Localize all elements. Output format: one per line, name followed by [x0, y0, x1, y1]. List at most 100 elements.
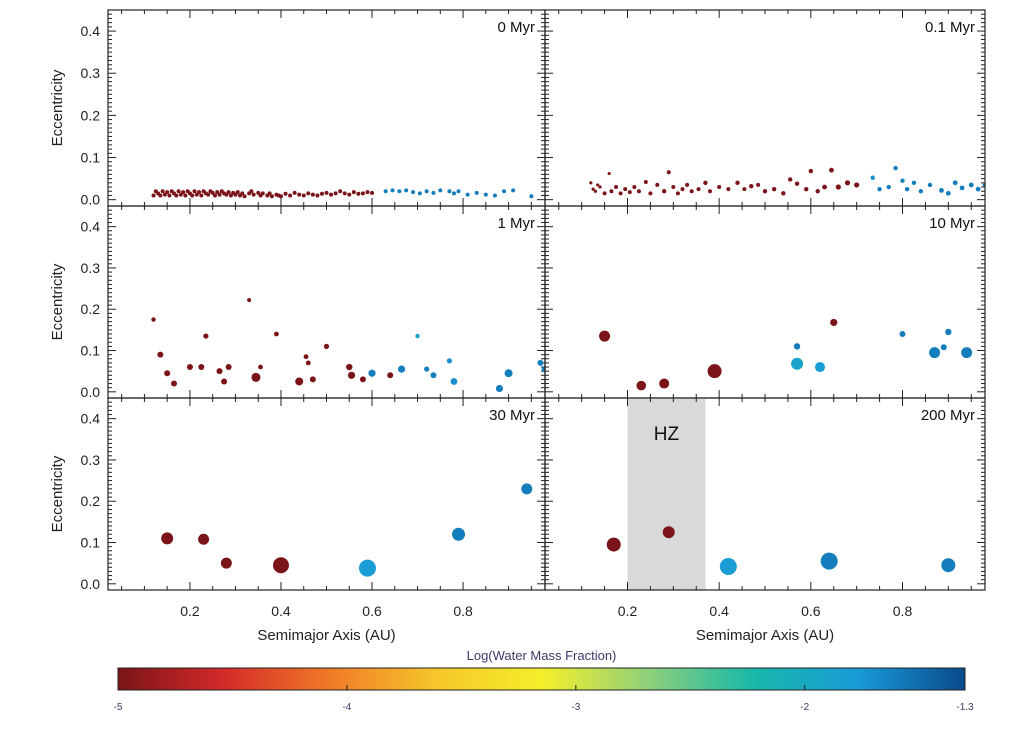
panels-layer: 0 Myr 0.0 0.1 0.2 0.3 0.4 Eccentricity 0.1 Myr 1…	[49, 9, 986, 644]
data-point	[596, 183, 600, 187]
data-point	[151, 317, 156, 322]
data-point	[269, 194, 274, 199]
data-point	[387, 372, 394, 379]
data-point	[301, 193, 306, 198]
y-axis-title: Eccentricity	[49, 455, 66, 532]
data-point	[398, 365, 406, 373]
panel-time-label: 30 Myr	[489, 407, 535, 424]
data-point	[452, 527, 466, 541]
data-point	[593, 189, 598, 193]
data-point	[788, 177, 793, 182]
y-tick-label: 0.0	[81, 192, 101, 208]
panel-time-label: 0.1 Myr	[925, 19, 975, 36]
x-tick-label: 0.4	[709, 603, 729, 619]
data-point	[151, 193, 156, 198]
data-point	[655, 182, 660, 187]
axis-ticks	[545, 206, 985, 398]
data-point	[808, 168, 814, 174]
data-point	[297, 192, 302, 197]
data-point	[830, 318, 838, 327]
data-point	[415, 333, 420, 339]
data-points	[151, 298, 545, 393]
data-point	[456, 189, 461, 194]
data-point	[961, 347, 973, 359]
data-point	[495, 384, 504, 393]
data-point	[206, 192, 211, 197]
data-point	[521, 483, 533, 495]
data-point	[338, 189, 343, 194]
data-point	[167, 193, 172, 198]
x-tick-label: 0.8	[453, 603, 473, 619]
panel-frame	[107, 9, 546, 207]
data-point	[719, 557, 737, 575]
data-point	[176, 189, 181, 194]
data-point	[306, 191, 311, 196]
panel-0-myr: 0 Myr 0.0 0.1 0.2 0.3 0.4 Eccentricity	[49, 9, 546, 208]
panel-frame	[544, 397, 986, 591]
data-point	[333, 191, 338, 196]
data-point	[870, 175, 875, 180]
data-point	[959, 185, 965, 191]
data-point	[221, 378, 228, 385]
y-tick-label: 0.4	[81, 411, 101, 427]
y-tick-label: 0.1	[81, 343, 101, 359]
data-point	[251, 372, 261, 382]
data-point	[696, 187, 701, 192]
data-point	[305, 360, 311, 366]
y-tick-label: 0.4	[81, 23, 101, 39]
data-point	[303, 354, 309, 360]
data-point	[781, 191, 786, 196]
data-point	[225, 364, 232, 371]
data-point	[623, 187, 628, 192]
data-point	[258, 364, 263, 370]
data-point	[383, 189, 388, 194]
data-point	[643, 179, 648, 184]
data-point	[446, 358, 453, 364]
x-tick-label: 0.2	[618, 603, 638, 619]
y-tick-label: 0.4	[81, 219, 101, 235]
y-tick-label: 0.3	[81, 65, 101, 81]
data-point	[483, 192, 488, 197]
data-points	[599, 318, 973, 391]
data-point	[161, 532, 174, 545]
data-point	[707, 364, 722, 379]
data-point	[886, 184, 891, 190]
axis-ticks	[545, 398, 985, 590]
data-point	[199, 193, 204, 198]
data-point	[703, 180, 708, 186]
data-point	[927, 182, 933, 188]
y-tick-label: 0.0	[81, 576, 101, 592]
data-point	[465, 192, 470, 197]
data-point	[183, 193, 188, 198]
panel-200-myr: HZ 200 Myr 0.2 0.4 0.6 0.8 Semimajor Axis (AU)	[544, 397, 986, 644]
axis-ticks	[108, 398, 545, 590]
data-point	[815, 362, 825, 373]
panel-time-label: 0 Myr	[498, 19, 536, 36]
data-point	[511, 188, 516, 193]
y-tick-label: 0.3	[81, 452, 101, 468]
data-point	[742, 187, 747, 192]
data-point	[939, 188, 944, 193]
data-point	[368, 369, 376, 377]
data-point	[390, 188, 395, 193]
panel-time-label: 200 Myr	[921, 407, 975, 424]
data-point	[370, 190, 375, 195]
axis-ticks	[108, 10, 545, 206]
data-point	[929, 347, 941, 359]
data-point	[447, 189, 452, 194]
panel-30-myr: 30 Myr 0.0 0.1 0.2 0.3 0.4 Eccentricity 0.2 0.4 0…	[49, 397, 546, 644]
data-point	[607, 171, 611, 176]
data-point	[598, 185, 602, 189]
x-axis-title: Semimajor Axis (AU)	[696, 627, 834, 644]
x-tick-label: 0.2	[180, 603, 200, 619]
data-points	[151, 188, 534, 199]
data-point	[438, 188, 443, 193]
data-point	[360, 191, 365, 196]
data-point	[431, 190, 436, 195]
data-point	[235, 190, 240, 195]
panel-frame	[544, 9, 986, 207]
data-point	[310, 192, 315, 197]
y-tick-label: 0.2	[81, 107, 101, 123]
data-point	[899, 331, 906, 337]
axis-ticks	[108, 206, 545, 398]
